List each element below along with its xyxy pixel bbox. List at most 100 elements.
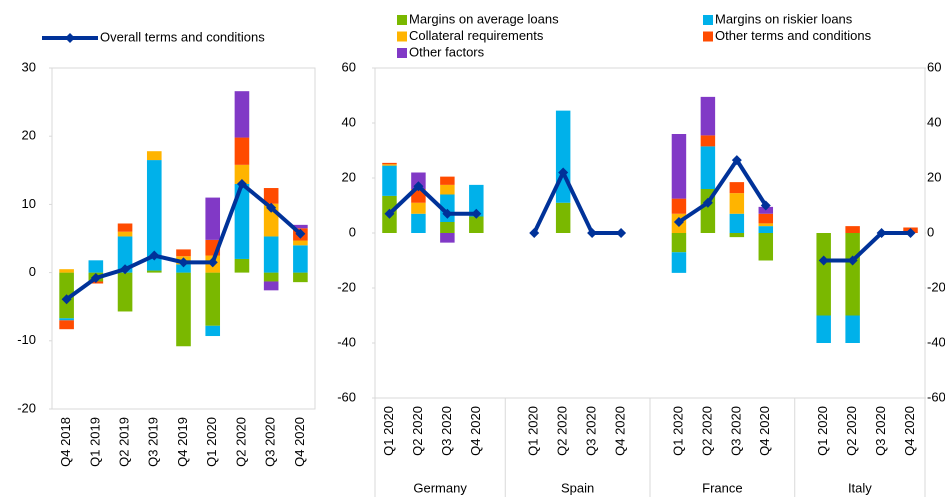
bar-segment xyxy=(205,325,221,337)
bar-segment xyxy=(117,231,133,237)
line-marker xyxy=(442,208,453,219)
y-tick-label: 40 xyxy=(342,114,356,129)
bar-segment xyxy=(816,315,831,343)
x-tick-label: Q1 2020 xyxy=(670,406,685,456)
bar-segment xyxy=(234,183,250,259)
y2-tick-label: 60 xyxy=(927,59,941,74)
x-tick-label: Q4 2020 xyxy=(902,406,917,456)
bar-segment xyxy=(671,233,687,253)
bar-segment xyxy=(176,264,191,273)
legend-swatch xyxy=(703,31,713,42)
y2-tick-label: -60 xyxy=(927,389,945,404)
line-marker xyxy=(876,228,887,238)
y2-tick-label: 0 xyxy=(927,224,934,239)
line-marker xyxy=(558,167,569,178)
x-tick-label: Q1 2020 xyxy=(204,417,219,467)
x-tick-label: Q4 2020 xyxy=(468,406,483,456)
y-tick-label: -60 xyxy=(337,389,356,404)
line-marker xyxy=(178,257,189,268)
bar-segment xyxy=(758,213,774,224)
x-tick-label: Q3 2020 xyxy=(584,406,599,456)
bar-segment xyxy=(671,134,687,199)
y2-tick-label: 40 xyxy=(927,114,941,129)
bar-segment xyxy=(293,224,308,229)
line-marker xyxy=(847,255,858,266)
bar-segment xyxy=(382,165,397,196)
bar-segment xyxy=(671,198,687,214)
bar-segment xyxy=(59,269,74,273)
y-tick-label: 60 xyxy=(342,59,356,74)
line-marker xyxy=(295,228,306,239)
bar-segment xyxy=(729,233,745,238)
line-marker xyxy=(760,200,771,211)
y-tick-label: -20 xyxy=(17,400,36,415)
x-tick-label: Q1 2020 xyxy=(815,406,830,456)
bar-segment xyxy=(205,272,221,326)
x-tick-label: Q3 2020 xyxy=(728,406,743,456)
bar-segment xyxy=(671,252,687,273)
legend-swatch xyxy=(703,15,713,25)
legend-label: Collateral requirements xyxy=(409,28,544,43)
y-tick-label: -10 xyxy=(17,332,36,347)
y-tick-label: 20 xyxy=(22,128,36,143)
bar-segment xyxy=(758,226,774,233)
x-tick-label: Q4 2020 xyxy=(292,417,307,467)
x-tick-label: Q4 2018 xyxy=(58,417,73,467)
line-marker xyxy=(61,294,72,305)
bar-segment xyxy=(146,270,162,273)
bar-segment xyxy=(176,249,191,257)
bar-segment xyxy=(816,233,831,316)
bar-segment xyxy=(469,184,484,217)
legend-label: Overall terms and conditions xyxy=(100,29,265,44)
x-tick-label: Q2 2020 xyxy=(233,417,248,467)
line-marker xyxy=(731,155,742,166)
bar-segment xyxy=(293,240,308,246)
bar-segment xyxy=(469,216,484,233)
line-marker xyxy=(702,197,713,208)
bar-segment xyxy=(382,164,397,166)
bar-segment xyxy=(59,320,74,330)
bar-segment xyxy=(146,160,162,271)
x-tick-label: Q3 2019 xyxy=(146,417,161,467)
bar-segment xyxy=(293,272,308,283)
line-marker xyxy=(471,208,482,219)
y-tick-label: 0 xyxy=(349,224,356,239)
x-tick-label: Q4 2019 xyxy=(175,417,190,467)
legend-label: Other terms and conditions xyxy=(715,28,872,43)
line-marker xyxy=(90,273,101,284)
bar-segment xyxy=(845,315,860,343)
y2-tick-label: -20 xyxy=(927,279,945,294)
legend-swatch xyxy=(397,15,407,25)
x-tick-label: Q2 2020 xyxy=(555,406,570,456)
legend-marker xyxy=(65,33,75,43)
bar-segment xyxy=(758,233,774,261)
bar-segment xyxy=(234,91,250,138)
bar-segment xyxy=(382,162,397,165)
x-tick-label: Q4 2020 xyxy=(612,406,627,456)
group-label: Italy xyxy=(848,480,872,495)
x-tick-label: Q3 2020 xyxy=(439,406,454,456)
x-tick-label: Q2 2019 xyxy=(116,417,131,467)
bar-segment xyxy=(59,318,74,321)
x-tick-label: Q2 2020 xyxy=(699,406,714,456)
group-label: Spain xyxy=(561,480,594,495)
group-label: France xyxy=(702,480,742,495)
legend-label: Margins on average loans xyxy=(409,11,559,26)
bar-segment xyxy=(729,182,745,194)
bar-segment xyxy=(440,222,455,233)
legend-label: Other factors xyxy=(409,44,485,59)
bar-segment xyxy=(555,202,571,233)
bar-segment xyxy=(117,236,133,273)
bar-segment xyxy=(146,151,162,161)
y2-tick-label: 20 xyxy=(927,169,941,184)
line-marker xyxy=(616,228,627,238)
x-tick-label: Q1 2020 xyxy=(526,406,541,456)
x-tick-label: Q4 2020 xyxy=(757,406,772,456)
legend-swatch xyxy=(397,48,407,58)
bar-segment xyxy=(88,260,104,273)
bar-segment xyxy=(440,184,455,195)
legend-label: Margins on riskier loans xyxy=(715,11,853,26)
group-label: Germany xyxy=(413,480,467,495)
line-marker xyxy=(905,228,916,238)
